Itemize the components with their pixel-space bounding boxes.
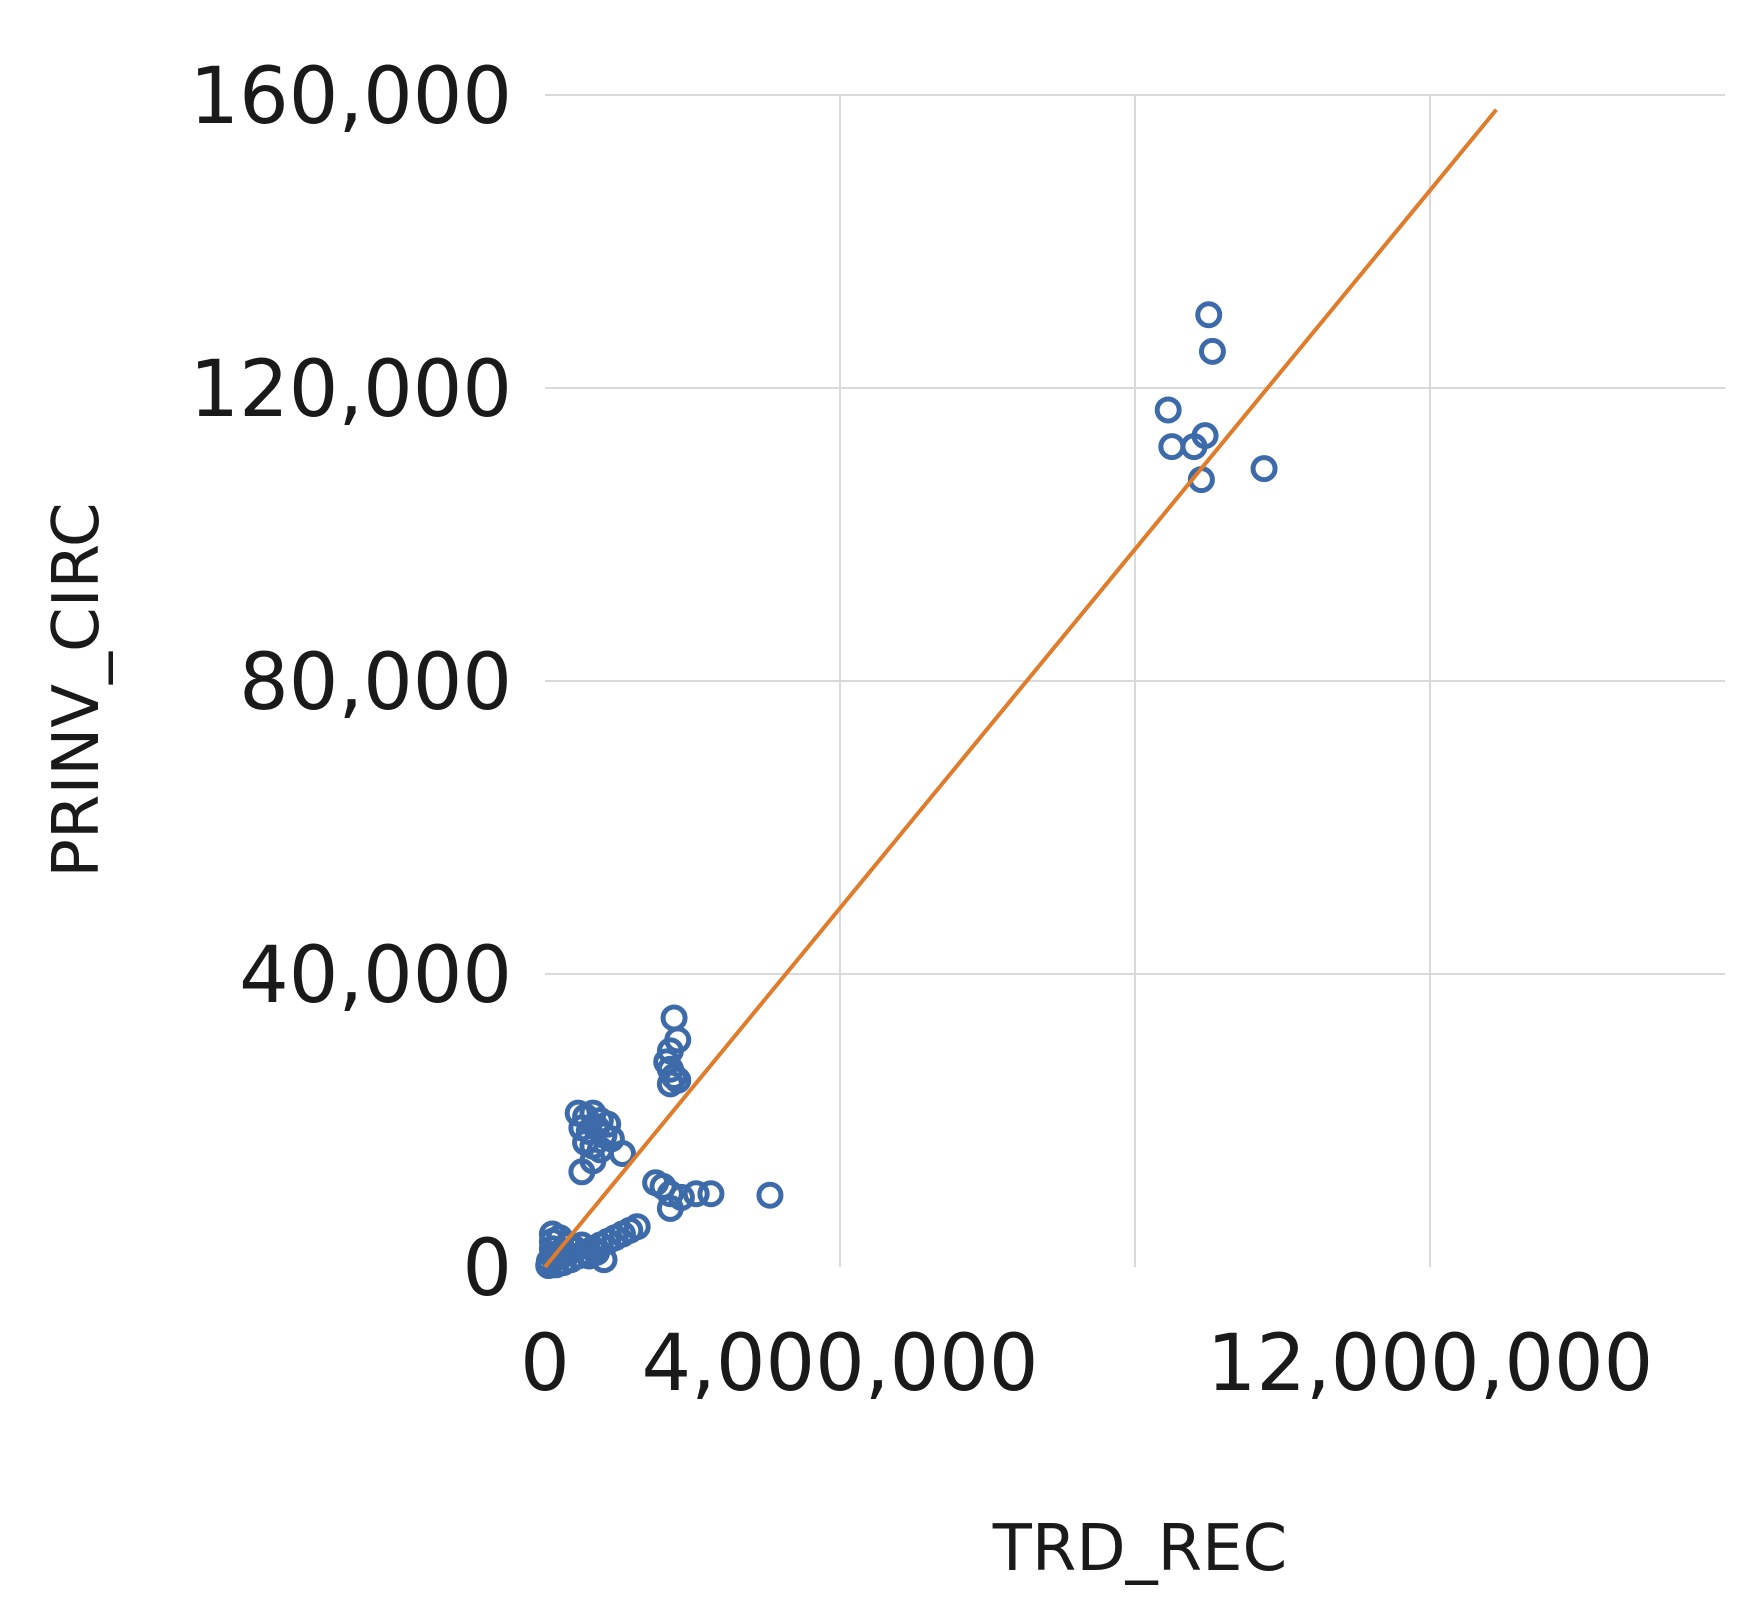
data-point	[664, 1066, 692, 1094]
data-point	[583, 1238, 611, 1266]
trendline	[543, 108, 1498, 1269]
data-points	[535, 301, 1278, 1280]
tick-labels: 0 40,000 80,000 120,000 160,000 0 4,000,000 12,…	[189, 52, 1653, 1409]
x-tick-label: 12,000,000	[1207, 1319, 1654, 1409]
y-tick-label: 160,000	[189, 52, 512, 142]
x-tick-label: 4,000,000	[642, 1319, 1039, 1409]
data-point	[608, 1139, 636, 1167]
y-tick-label: 40,000	[239, 931, 512, 1021]
data-point	[542, 1244, 570, 1272]
gridlines	[545, 94, 1725, 1267]
y-axis-title: PRINV_CIRC	[40, 502, 114, 877]
data-point	[656, 1194, 684, 1222]
data-point	[579, 1147, 607, 1175]
x-tick-label: 0	[520, 1319, 570, 1409]
data-point	[756, 1181, 784, 1209]
data-point	[682, 1180, 710, 1208]
data-point	[1154, 396, 1182, 424]
data-point	[1198, 337, 1226, 365]
y-tick-label: 80,000	[239, 638, 512, 728]
x-axis-title: TRD_REC	[992, 1512, 1287, 1586]
y-tick-label: 0	[462, 1224, 512, 1314]
data-point	[590, 1246, 618, 1274]
trendline-layer	[543, 108, 1498, 1269]
data-point	[1180, 433, 1208, 461]
data-point	[1195, 301, 1223, 329]
data-point	[697, 1180, 725, 1208]
y-tick-label: 120,000	[189, 345, 512, 435]
data-point	[660, 1004, 688, 1032]
data-point	[1250, 455, 1278, 483]
data-point	[549, 1237, 577, 1265]
data-point	[1158, 433, 1186, 461]
